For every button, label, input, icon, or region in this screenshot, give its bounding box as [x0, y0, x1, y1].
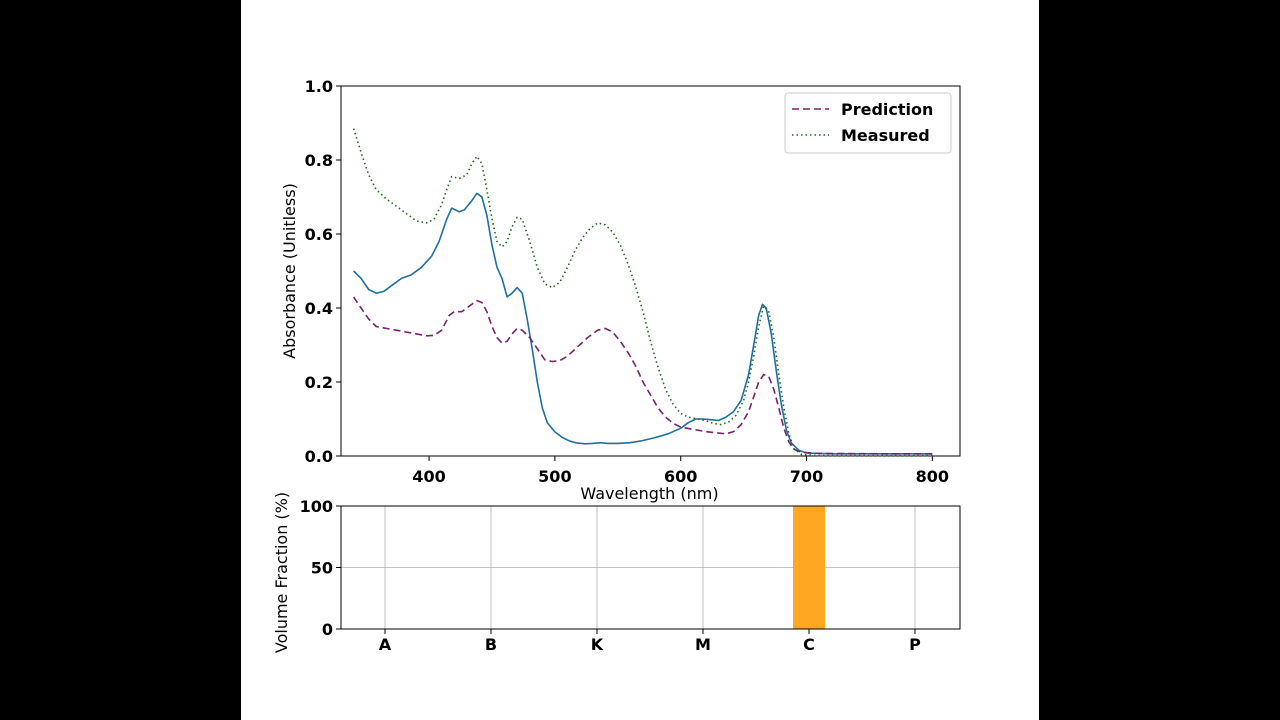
y2-tick-label: 0 [322, 620, 333, 639]
category-label: M [695, 635, 711, 654]
y-tick-label: 1.0 [305, 77, 333, 96]
category-label: C [803, 635, 815, 654]
y-tick-label: 0.2 [305, 373, 333, 392]
category-label: B [485, 635, 497, 654]
bar-c [793, 506, 825, 629]
legend-label-prediction: Prediction [841, 100, 933, 119]
y2-tick-label: 100 [300, 497, 333, 516]
y-tick-label: 0.6 [305, 225, 333, 244]
series-line-measured [352, 128, 933, 457]
series-line-prediction [352, 296, 933, 455]
x-tick-label: 400 [412, 467, 445, 486]
figure-canvas: 400 500 600 700 800 0.0 0.2 0.4 0.6 0.8 1.0 Wavelen… [241, 0, 1039, 720]
x-tick-label: 600 [664, 467, 697, 486]
x-tick-label: 700 [790, 467, 823, 486]
category-label: K [591, 635, 604, 654]
x-tick-label: 500 [538, 467, 571, 486]
category-label: A [379, 635, 392, 654]
y-tick-label: 0.0 [305, 447, 333, 466]
y-tick-label: 0.8 [305, 151, 333, 170]
category-label: P [909, 635, 921, 654]
y2-tick-label: 50 [311, 559, 333, 578]
chart-svg: 400 500 600 700 8000.00.20.40.60.81.0Wavelen… [272, 77, 961, 654]
y-axis-label: Absorbance (Unitless) [280, 183, 299, 359]
legend-box [784, 92, 952, 154]
x-tick-label: 800 [916, 467, 949, 486]
y2-axis-label: Volume Fraction (%) [272, 492, 291, 653]
x-axis-label: Wavelength (nm) [580, 484, 718, 503]
y-tick-label: 0.4 [305, 299, 333, 318]
legend-label-measured: Measured [841, 126, 930, 145]
series-line-unlabeled [353, 192, 933, 455]
